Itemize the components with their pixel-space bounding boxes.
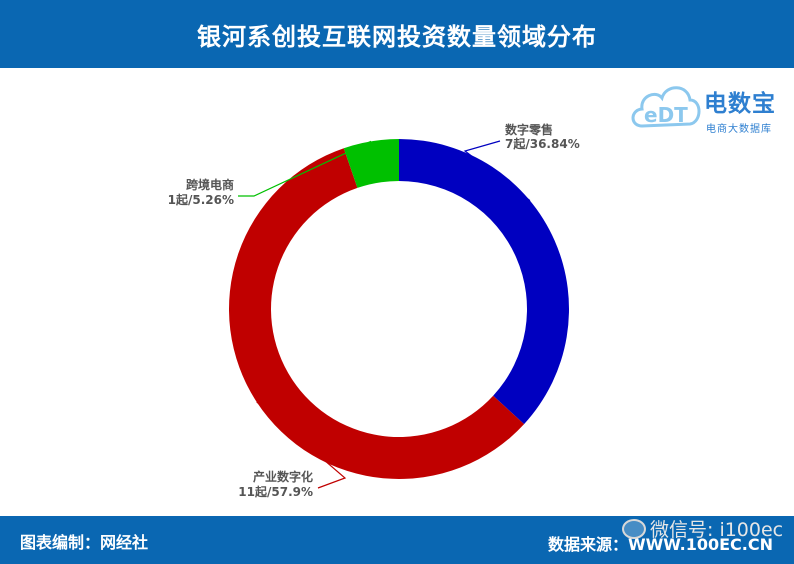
donut-slice-0 [399,139,570,425]
leader-line-1 [256,401,347,489]
cloud-logo-icon: eDT [631,86,701,128]
slice-name-label-0: 数字零售 [505,122,553,137]
slice-value-label-0: 7起/36.84% [505,136,580,151]
logo-brand: 电数宝 [704,91,776,117]
slice-value-label-1: 11起/57.9% [238,484,313,499]
footer-bar: 图表编制：网经社 数据来源：WWW.100EC.CN [0,516,794,564]
page-title: 银河系创投互联网投资数量领域分布 [197,22,597,51]
footer-credit: 图表编制：网经社 [20,533,149,552]
edt-logo: eDT 电数宝 电商大数据库 [628,74,792,140]
logo-subtitle: 电商大数据库 [706,124,772,135]
slice-value-label-2: 1起/5.26% [168,192,234,207]
logo-mark-text: eDT [644,103,688,127]
watermark-text: 微信号: i100ec [650,519,784,541]
leader-line-2 [238,140,372,197]
leader-line-0 [463,140,531,202]
slice-name-label-2: 跨境电商 [186,177,234,192]
slice-name-label-1: 产业数字化 [253,469,313,484]
donut-slice-1 [229,148,525,480]
footer-source: 数据来源：WWW.100EC.CN [548,535,774,554]
header-bar: 银河系创投互联网投资数量领域分布 [0,0,794,68]
donut-slice-2 [343,139,399,188]
wechat-icon [622,518,646,539]
wechat-watermark: 微信号: i100ec [622,515,783,542]
